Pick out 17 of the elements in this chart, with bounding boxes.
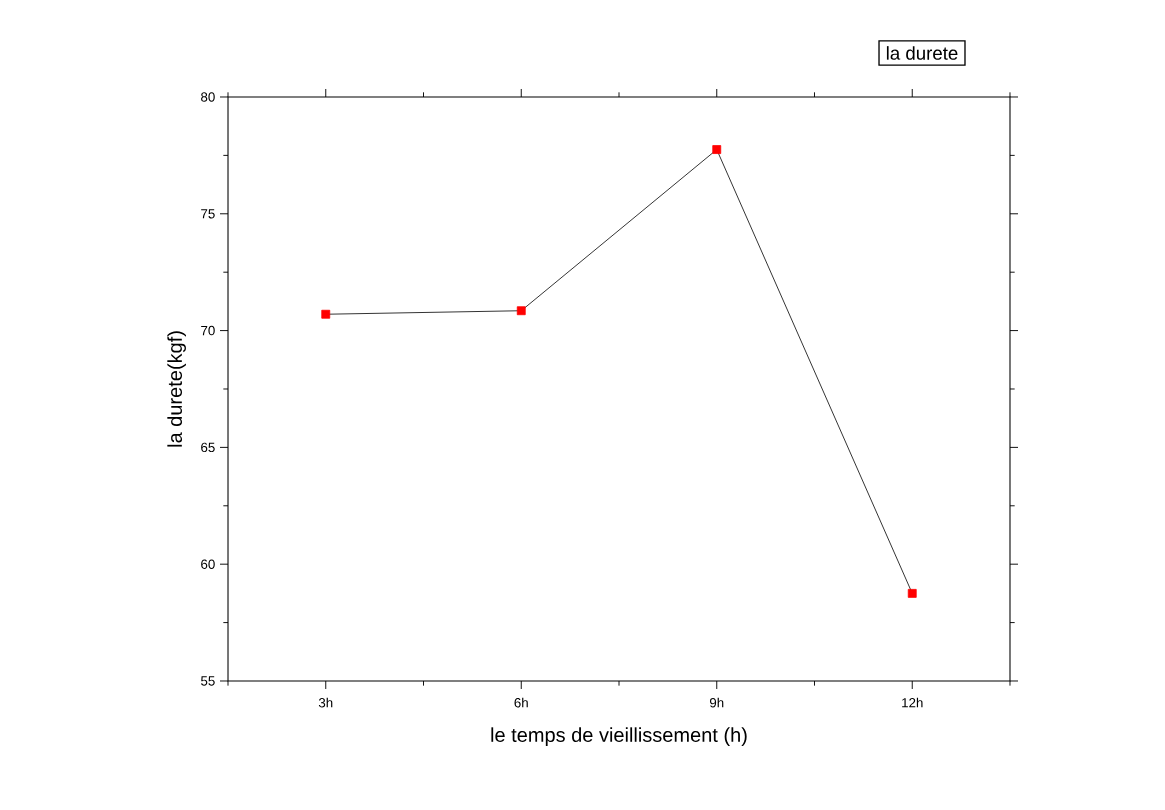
x-axis-title: le temps de vieillissement (h) (491, 727, 747, 746)
x-tick-label: 3h (318, 697, 333, 708)
x-tick-label: 6h (514, 697, 528, 708)
y-axis-title: la durete(kgf) (167, 331, 186, 447)
point (712, 145, 722, 154)
x-tick-label: 12h (902, 697, 923, 708)
y-tick-label: 60 (201, 559, 215, 569)
y-tick-label: 55 (201, 676, 215, 686)
point (321, 309, 331, 319)
x-tick-label: 9h (709, 697, 724, 708)
y-tick-label: 65 (201, 442, 215, 453)
point (907, 588, 917, 598)
y-tick-label: 80 (201, 92, 215, 102)
text: la durete (886, 46, 958, 60)
y-tick-label: 70 (201, 325, 215, 336)
y-tick-label: 75 (201, 209, 215, 219)
point (516, 306, 526, 316)
